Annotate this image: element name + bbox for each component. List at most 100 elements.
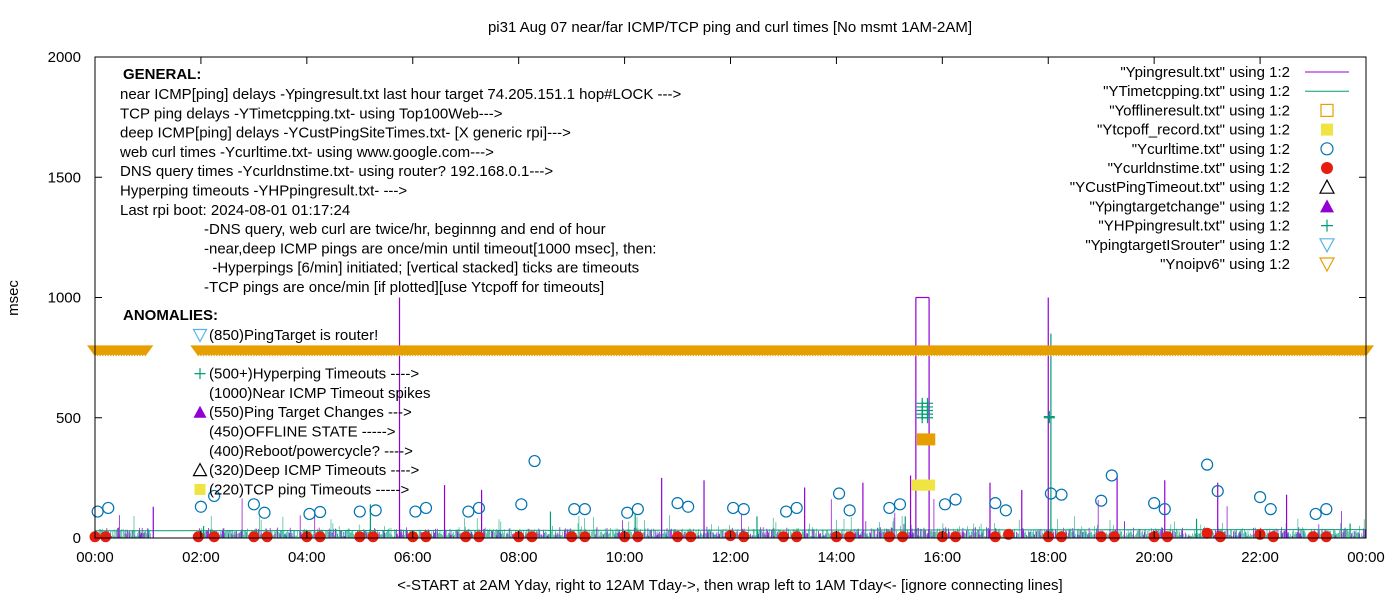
legend-entry: "Ypingresult.txt" using 1:2 [1120, 64, 1290, 81]
data-point [420, 531, 432, 543]
legend-marker [1320, 142, 1334, 156]
data-point [462, 505, 475, 518]
x-tick-label: 16:00 [924, 549, 962, 566]
general-line: web curl times -Ycurltime.txt- using www… [119, 144, 494, 161]
data-point [924, 479, 936, 491]
data-point [313, 505, 327, 519]
data-point [682, 500, 695, 513]
series-3 [911, 479, 936, 491]
anomaly-line: (450)OFFLINE STATE -----> [209, 424, 396, 441]
legend-entry: "YCustPingTimeout.txt" using 1:2 [1070, 179, 1290, 196]
data-point [528, 454, 541, 468]
data-point [1095, 494, 1108, 507]
data-point [1055, 531, 1067, 543]
anomaly-line: (550)Ping Target Changes ---> [209, 404, 412, 421]
y-tick-label: 2000 [48, 49, 81, 66]
data-point [192, 531, 204, 543]
data-point [989, 531, 1001, 543]
legend-marker [1320, 103, 1334, 118]
note-line: -Hyperpings [6/min] initiated; [vertical… [204, 260, 639, 277]
data-point [1211, 485, 1224, 498]
data-point [1108, 531, 1120, 543]
y-axis-label: msec [5, 280, 22, 316]
data-point [248, 531, 260, 543]
general-line: TCP ping delays -YTimetcpping.txt- using… [120, 105, 503, 122]
anomaly-line: (320)Deep ICMP Timeouts ----> [209, 462, 419, 479]
legend-marker [1318, 178, 1336, 194]
data-point [897, 531, 909, 543]
data-point [844, 531, 856, 543]
general-line: Last rpi boot: 2024-08-01 01:17:24 [120, 202, 350, 219]
legend-marker [1321, 219, 1333, 232]
data-point [369, 504, 382, 517]
legend-entry: "YTimetcpping.txt" using 1:2 [1103, 83, 1290, 100]
data-point [1148, 497, 1161, 510]
data-point [1105, 469, 1118, 482]
data-point [843, 504, 856, 517]
data-point [473, 531, 485, 543]
y-tick-label: 500 [56, 410, 81, 427]
data-point [672, 531, 684, 543]
general-line: DNS query times -Ycurldnstime.txt- using… [120, 163, 553, 180]
data-point [568, 503, 581, 516]
data-point [353, 505, 366, 518]
data-point [950, 531, 962, 543]
data-point [419, 501, 433, 515]
data-point [1043, 411, 1055, 423]
data-point [91, 505, 104, 518]
general-line: Hyperping timeouts -YHPpingresult.txt- -… [120, 183, 407, 200]
x-tick-label: 18:00 [1029, 549, 1067, 566]
data-point [515, 498, 528, 511]
legend-entry: "Ypingtargetchange" using 1:2 [1089, 198, 1290, 215]
x-tick-label: 06:00 [394, 549, 432, 566]
anomaly-line: (1000)Near ICMP Timeout spikes [209, 385, 430, 402]
anomalies-heading: ANOMALIES: [123, 307, 218, 324]
x-tick-label: 22:00 [1241, 549, 1279, 566]
legend-entry: "YpingtargetISrouter" using 1:2 [1085, 237, 1290, 254]
anomaly-marker [193, 405, 207, 418]
data-point [727, 501, 740, 515]
x-axis-label: <-START at 2AM Yday, right to 12AM Tday-… [397, 577, 1062, 594]
y-tick-label: 0 [73, 530, 81, 547]
data-point [631, 503, 644, 516]
data-point [737, 503, 750, 516]
data-point [194, 500, 208, 513]
data-point [989, 497, 1002, 510]
legend-marker [1318, 238, 1336, 254]
data-point [621, 506, 634, 519]
legend-marker [1321, 162, 1333, 174]
data-point [258, 506, 271, 519]
data-point [883, 501, 896, 515]
data-point [1201, 527, 1213, 539]
data-point [1320, 503, 1333, 516]
y-tick-label: 1000 [48, 290, 81, 307]
anomaly-line: (850)PingTarget is router! [209, 327, 378, 344]
data-point [883, 531, 895, 543]
data-point [208, 489, 221, 503]
x-tick-label: 00:00 [1347, 549, 1385, 566]
legend: "Ypingresult.txt" using 1:2 "YTimetcpping… [1070, 64, 1349, 273]
anomaly-line: (220)TCP ping Timeouts -----> [209, 481, 409, 498]
data-point [578, 503, 591, 516]
x-tick-label: 20:00 [1135, 549, 1173, 566]
legend-entry: "Ycurldnstime.txt" using 1:2 [1108, 160, 1290, 177]
data-point [1309, 507, 1322, 521]
series-4 [91, 454, 1333, 521]
data-point [247, 498, 260, 511]
anomaly-marker [192, 328, 208, 343]
x-tick-label: 10:00 [606, 549, 644, 566]
anomaly-line: (400)Reboot/powercycle? ----> [209, 443, 413, 460]
anomaly-line: (500+)Hyperping Timeouts ----> [209, 366, 419, 383]
data-point [100, 531, 112, 543]
data-point [949, 493, 962, 506]
data-point [1055, 488, 1068, 501]
data-point [579, 531, 591, 543]
data-point [1003, 528, 1015, 540]
data-point [938, 498, 952, 511]
data-point [409, 505, 422, 518]
data-point [526, 531, 538, 543]
data-point [738, 531, 750, 543]
x-tick-label: 00:00 [76, 549, 114, 566]
data-point [460, 531, 472, 543]
